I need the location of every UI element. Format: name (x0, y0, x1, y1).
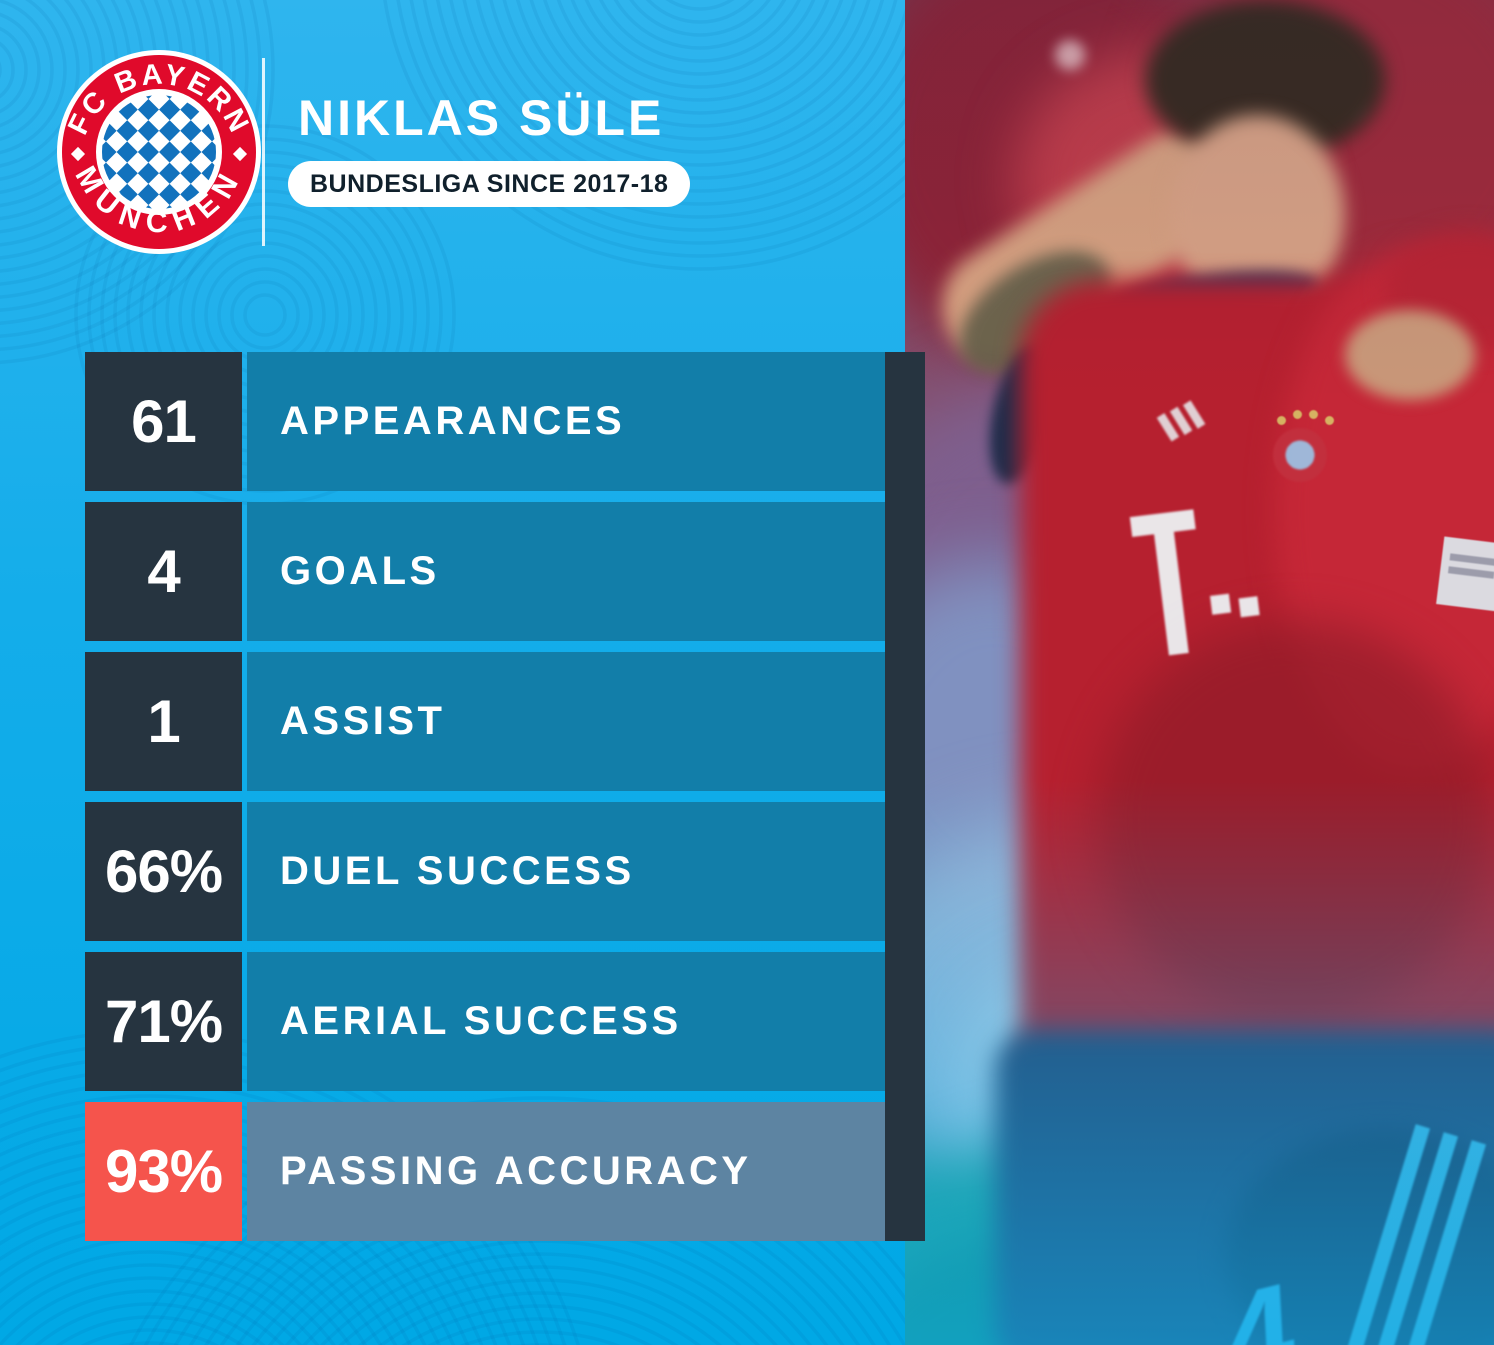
stat-value: 71% (85, 952, 242, 1091)
table-row: 1 ASSIST (85, 652, 885, 791)
stat-label: APPEARANCES (247, 352, 885, 491)
table-row: 61 APPEARANCES (85, 352, 885, 491)
player-celebration-photo: 4 (905, 0, 1494, 1345)
stats-table: 61 APPEARANCES 4 GOALS 1 ASSIST 66% DUEL… (85, 352, 885, 1252)
stats-side-strip (885, 352, 925, 1241)
stat-label: PASSING ACCURACY (247, 1102, 885, 1241)
page-title: NIKLAS SÜLE (298, 90, 665, 146)
stat-label: GOALS (247, 502, 885, 641)
stat-label: DUEL SUCCESS (247, 802, 885, 941)
table-row: 66% DUEL SUCCESS (85, 802, 885, 941)
stat-value: 61 (85, 352, 242, 491)
table-row: 71% AERIAL SUCCESS (85, 952, 885, 1091)
stat-value: 93% (85, 1102, 242, 1241)
photo-bottom-fade (905, 0, 1494, 1345)
stat-value: 1 (85, 652, 242, 791)
stat-value: 4 (85, 502, 242, 641)
header: NIKLAS SÜLE BUNDESLIGA SINCE 2017-18 (288, 90, 691, 207)
table-row: 4 GOALS (85, 502, 885, 641)
table-row-highlight: 93% PASSING ACCURACY (85, 1102, 885, 1241)
fc-bayern-crest-icon: FC BAYERN MÜNCHEN (57, 50, 261, 254)
stat-label: ASSIST (247, 652, 885, 791)
competition-badge: BUNDESLIGA SINCE 2017-18 (288, 161, 691, 207)
stat-value: 66% (85, 802, 242, 941)
header-divider (262, 58, 265, 246)
stat-label: AERIAL SUCCESS (247, 952, 885, 1091)
